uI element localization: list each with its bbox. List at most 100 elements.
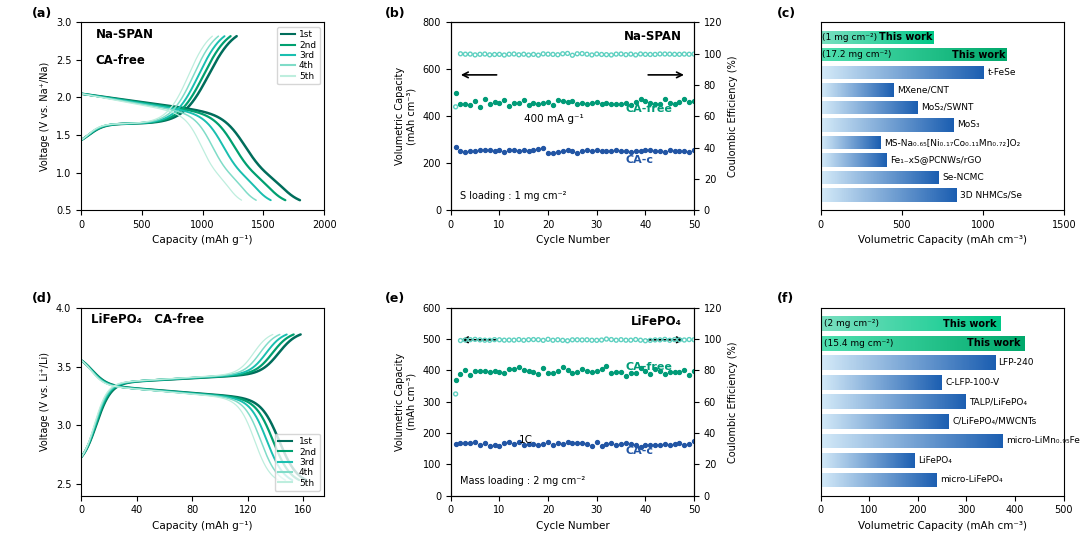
Point: [451, 369, 469, 378]
Point: [476, 50, 494, 58]
Point: [612, 50, 630, 58]
Point: [519, 100, 537, 109]
Text: MXene/CNT: MXene/CNT: [896, 85, 948, 95]
Point: [666, 439, 684, 448]
Point: [573, 365, 591, 374]
Text: (17.2 mg cm⁻²): (17.2 mg cm⁻²): [823, 50, 892, 60]
Point: [647, 50, 664, 59]
Point: [471, 441, 488, 450]
Point: [461, 100, 478, 109]
Point: [657, 335, 674, 344]
Point: [461, 147, 478, 156]
Point: [554, 363, 571, 372]
Point: [535, 364, 552, 373]
Point: [539, 335, 556, 344]
Point: [627, 441, 645, 449]
Point: [622, 336, 639, 345]
Point: [544, 336, 562, 345]
Point: [525, 439, 542, 448]
Point: [500, 438, 517, 447]
Point: [549, 335, 566, 344]
Point: [573, 439, 591, 448]
Text: (e): (e): [386, 292, 405, 305]
Point: [593, 100, 610, 109]
Text: 400 mA g⁻¹: 400 mA g⁻¹: [524, 114, 583, 124]
Point: [593, 335, 610, 344]
Point: [647, 440, 664, 449]
Point: [593, 364, 610, 373]
Point: [564, 439, 581, 448]
Point: [481, 50, 498, 59]
Point: [632, 336, 649, 345]
Point: [467, 96, 484, 105]
Point: [671, 368, 688, 377]
Point: [583, 146, 600, 155]
Text: CA-free: CA-free: [626, 362, 673, 372]
Point: [558, 49, 576, 58]
Text: (c): (c): [777, 7, 796, 19]
Y-axis label: Volumetric Capacity
(mAh cm⁻³): Volumetric Capacity (mAh cm⁻³): [395, 353, 417, 451]
Point: [529, 335, 546, 344]
Point: [579, 335, 596, 344]
Point: [539, 148, 556, 157]
Point: [544, 100, 562, 109]
Point: [593, 50, 610, 59]
Point: [544, 50, 562, 59]
Text: Mass loading : 2 mg cm⁻²: Mass loading : 2 mg cm⁻²: [460, 476, 585, 486]
Point: [608, 336, 625, 345]
Point: [598, 335, 616, 344]
Point: [457, 335, 474, 344]
Point: [535, 50, 552, 58]
Point: [539, 97, 556, 106]
Text: 1C: 1C: [518, 435, 532, 445]
Point: [467, 438, 484, 447]
Point: [632, 50, 649, 58]
Point: [481, 368, 498, 377]
Point: [490, 442, 508, 451]
Point: [515, 441, 532, 449]
Point: [467, 367, 484, 375]
Y-axis label: Voltage (V vs. Li⁺/Li): Voltage (V vs. Li⁺/Li): [40, 352, 51, 451]
Text: (b): (b): [386, 7, 406, 19]
Point: [637, 50, 654, 59]
Point: [554, 50, 571, 58]
Point: [618, 336, 635, 345]
Point: [651, 335, 669, 344]
Point: [603, 335, 620, 344]
Point: [657, 370, 674, 379]
Point: [661, 146, 678, 155]
Point: [535, 336, 552, 345]
Point: [471, 335, 488, 344]
Point: [612, 368, 630, 377]
Point: [529, 441, 546, 450]
Point: [589, 336, 606, 345]
Point: [627, 335, 645, 344]
Text: t-FeSe: t-FeSe: [987, 68, 1016, 77]
Point: [666, 367, 684, 376]
X-axis label: Cycle Number: Cycle Number: [536, 521, 609, 531]
Text: (a): (a): [32, 7, 53, 19]
Point: [632, 443, 649, 452]
Point: [500, 145, 517, 154]
Point: [451, 99, 469, 108]
Point: [558, 336, 576, 345]
Point: [505, 50, 523, 58]
Point: [573, 99, 591, 108]
Text: C/LiFePO₄/MWCNTs: C/LiFePO₄/MWCNTs: [953, 417, 1037, 426]
Point: [500, 364, 517, 373]
Point: [558, 145, 576, 154]
Text: CA-c: CA-c: [626, 155, 653, 165]
Point: [471, 146, 488, 155]
Point: [461, 335, 478, 344]
Point: [447, 389, 464, 398]
Point: [661, 50, 678, 58]
Point: [529, 100, 546, 109]
Text: (1 mg cm⁻²): (1 mg cm⁻²): [823, 33, 878, 42]
Point: [589, 438, 606, 447]
Point: [496, 438, 513, 447]
X-axis label: Cycle Number: Cycle Number: [536, 236, 609, 246]
Point: [549, 438, 566, 447]
Point: [539, 50, 556, 58]
Point: [622, 100, 639, 109]
Point: [558, 437, 576, 446]
